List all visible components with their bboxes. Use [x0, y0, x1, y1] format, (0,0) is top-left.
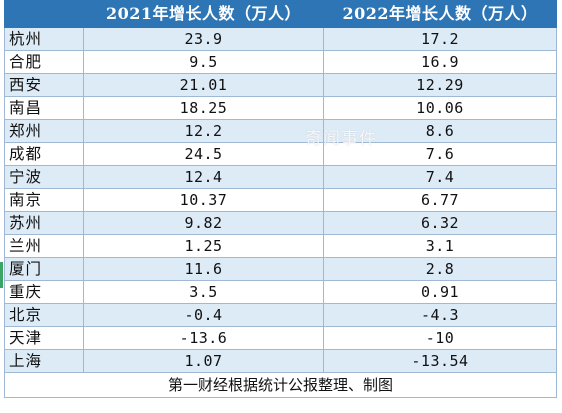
city-cell: 重庆 [4, 280, 84, 304]
value-2022-cell: 16.9 [323, 50, 557, 74]
value-2021-cell: 1.07 [83, 349, 324, 373]
value-2022-cell: 17.2 [323, 27, 557, 51]
value-2022-cell: 0.91 [323, 280, 557, 304]
table-row: 郑州 12.2 8.6 [4, 119, 557, 143]
city-cell: 南昌 [4, 96, 84, 120]
population-growth-table: 2021年增长人数（万人） 2022年增长人数（万人） 杭州 23.9 17.2 合肥… [4, 0, 557, 398]
city-cell: 郑州 [4, 119, 84, 143]
value-2021-cell: 1.25 [83, 234, 324, 258]
value-2022-cell: 2.8 [323, 257, 557, 281]
value-2022-cell: 12.29 [323, 73, 557, 97]
city-cell: 成都 [4, 142, 84, 166]
city-cell: 天津 [4, 326, 84, 350]
table-row: 上海 1.07 -13.54 [4, 349, 557, 373]
value-2022-cell: -13.54 [323, 349, 557, 373]
value-2022-cell: 10.06 [323, 96, 557, 120]
value-2021-cell: 10.37 [83, 188, 324, 212]
city-cell: 苏州 [4, 211, 84, 235]
city-cell: 南京 [4, 188, 84, 212]
value-2022-cell: 6.32 [323, 211, 557, 235]
table-row: 苏州 9.82 6.32 [4, 211, 557, 235]
value-2021-cell: 12.2 [83, 119, 324, 143]
table-row: 西安 21.01 12.29 [4, 73, 557, 97]
city-cell: 厦门 [4, 257, 84, 281]
value-2021-cell: -13.6 [83, 326, 324, 350]
value-2021-cell: 11.6 [83, 257, 324, 281]
value-2022-cell: -4.3 [323, 303, 557, 327]
header-2022: 2022年增长人数（万人） [323, 0, 557, 28]
table-row: 杭州 23.9 17.2 [4, 27, 557, 51]
table-row: 厦门 11.6 2.8 [4, 257, 557, 281]
city-cell: 西安 [4, 73, 84, 97]
value-2022-cell: 7.6 [323, 142, 557, 166]
value-2021-cell: 24.5 [83, 142, 324, 166]
value-2021-cell: -0.4 [83, 303, 324, 327]
city-cell: 上海 [4, 349, 84, 373]
table-row: 南京 10.37 6.77 [4, 188, 557, 212]
value-2022-cell: 3.1 [323, 234, 557, 258]
city-cell: 宁波 [4, 165, 84, 189]
table-row: 宁波 12.4 7.4 [4, 165, 557, 189]
table-row: 合肥 9.5 16.9 [4, 50, 557, 74]
table-body: 杭州 23.9 17.2 合肥 9.5 16.9 西安 21.01 12.29 南昌 18.25 10… [4, 27, 557, 373]
value-2021-cell: 9.5 [83, 50, 324, 74]
value-2021-cell: 9.82 [83, 211, 324, 235]
city-cell: 北京 [4, 303, 84, 327]
header-corner-cell [4, 0, 84, 28]
value-2022-cell: 6.77 [323, 188, 557, 212]
row-selection-marker [0, 262, 3, 288]
city-cell: 合肥 [4, 50, 84, 74]
table-row: 南昌 18.25 10.06 [4, 96, 557, 120]
table-header-row: 2021年增长人数（万人） 2022年增长人数（万人） [4, 0, 557, 28]
value-2021-cell: 12.4 [83, 165, 324, 189]
table-row: 天津 -13.6 -10 [4, 326, 557, 350]
value-2021-cell: 3.5 [83, 280, 324, 304]
header-2021: 2021年增长人数（万人） [83, 0, 324, 28]
table-row: 兰州 1.25 3.1 [4, 234, 557, 258]
value-2021-cell: 21.01 [83, 73, 324, 97]
value-2022-cell: 7.4 [323, 165, 557, 189]
value-2021-cell: 23.9 [83, 27, 324, 51]
table-row: 成都 24.5 7.6 [4, 142, 557, 166]
source-note: 第一财经根据统计公报整理、制图 [4, 372, 557, 398]
table-footer-row: 第一财经根据统计公报整理、制图 [4, 372, 557, 398]
table-row: 重庆 3.5 0.91 [4, 280, 557, 304]
city-cell: 杭州 [4, 27, 84, 51]
value-2022-cell: 8.6 [323, 119, 557, 143]
city-cell: 兰州 [4, 234, 84, 258]
value-2021-cell: 18.25 [83, 96, 324, 120]
value-2022-cell: -10 [323, 326, 557, 350]
table-row: 北京 -0.4 -4.3 [4, 303, 557, 327]
